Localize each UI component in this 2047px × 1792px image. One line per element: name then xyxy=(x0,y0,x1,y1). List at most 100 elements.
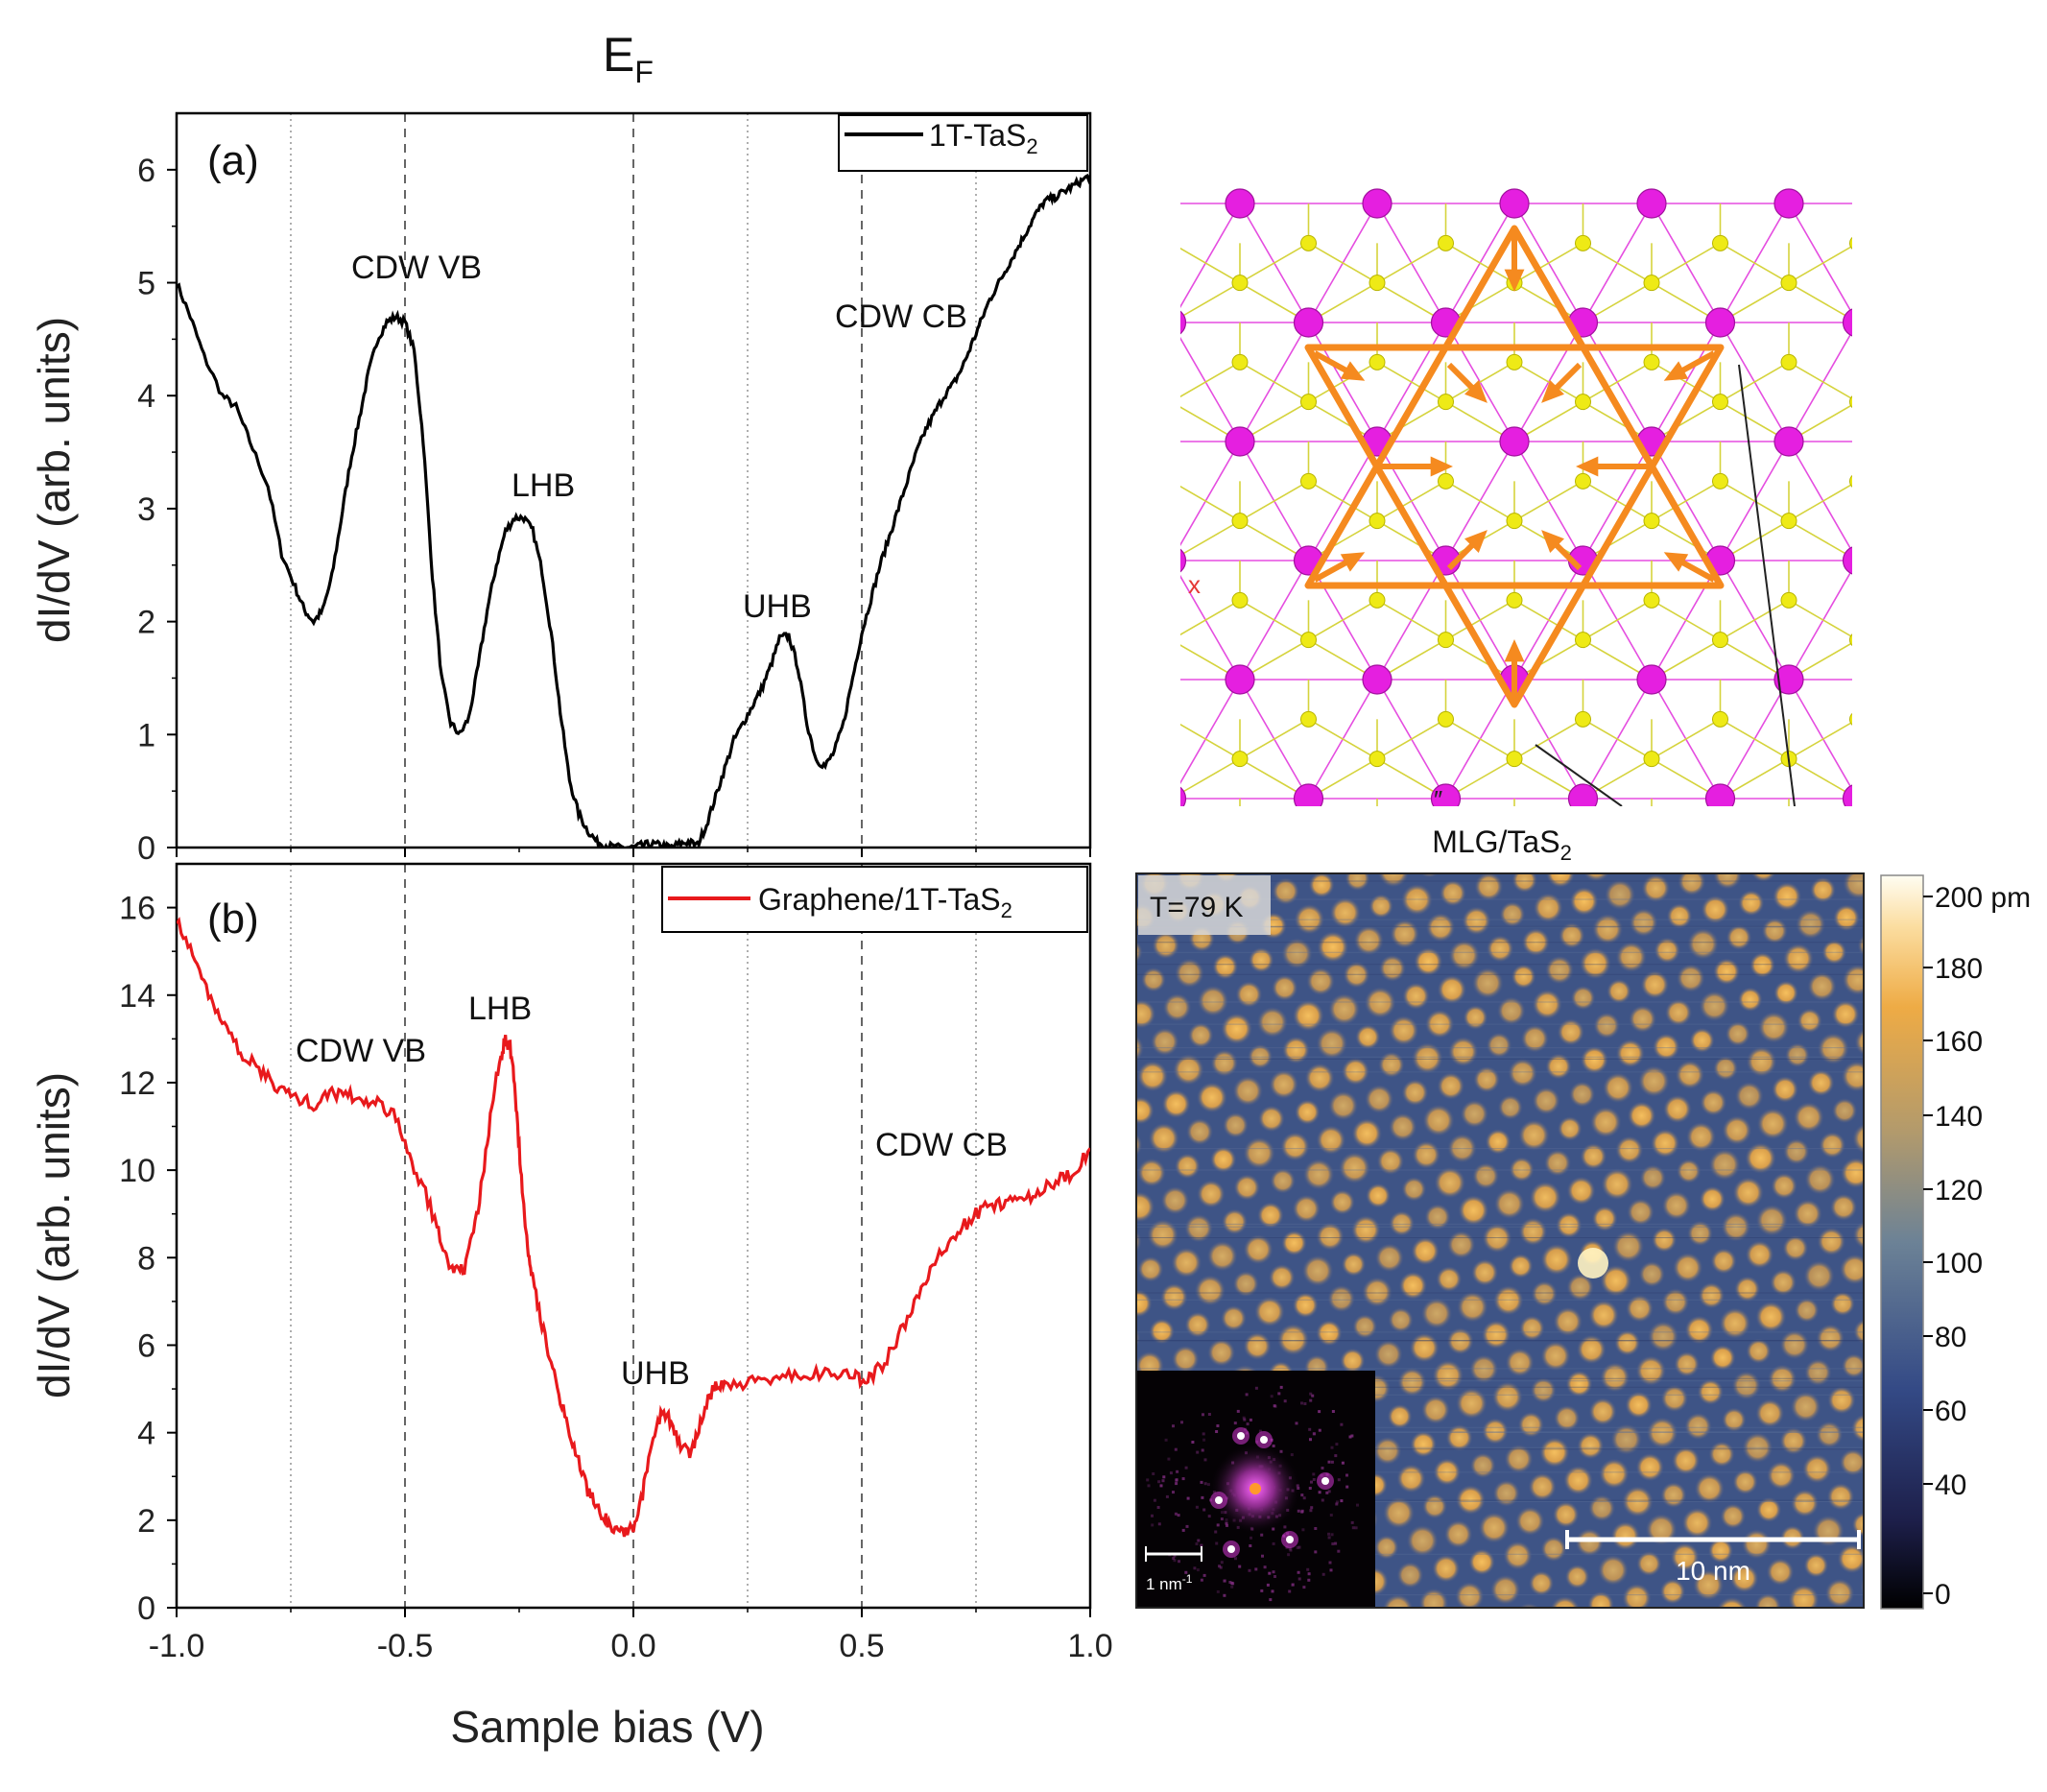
stm-cdw-spot xyxy=(1540,1340,1571,1372)
lattice-s-bond xyxy=(1445,242,1515,284)
fft-noise-pixel xyxy=(1300,1493,1304,1497)
stm-cdw-spot xyxy=(1294,1099,1321,1126)
lattice-s-atom xyxy=(1987,235,2003,251)
stm-cdw-spot xyxy=(1471,1161,1500,1190)
lattice-s-bond xyxy=(1445,599,1515,641)
fft-noise-pixel xyxy=(1273,1404,1277,1408)
stm-cdw-spot xyxy=(1268,1263,1296,1291)
stm-cdw-spot xyxy=(1149,1318,1176,1345)
stm-cdw-spot xyxy=(1396,1561,1424,1589)
lattice-pointer-line xyxy=(1738,364,1796,806)
fft-noise-pixel xyxy=(1245,1393,1249,1397)
stm-cdw-spot xyxy=(1413,946,1443,977)
stm-cdw-spot xyxy=(1588,1397,1617,1426)
fft-noise-pixel xyxy=(1288,1589,1292,1593)
stm-cdw-spot xyxy=(1782,1234,1809,1262)
star-triangle-0 xyxy=(1304,225,1725,589)
stm-cdw-spot xyxy=(1804,1163,1836,1196)
lattice-s-bond xyxy=(1240,838,1309,877)
lattice-bond xyxy=(1103,203,1172,323)
fft-noise-pixel xyxy=(1314,1550,1318,1554)
fft-noise-pixel xyxy=(1331,1410,1335,1413)
lattice-bond xyxy=(1995,442,2047,561)
fft-noise-pixel xyxy=(1250,1536,1252,1540)
fft-noise-pixel xyxy=(1314,1527,1318,1530)
stm-cdw-spot xyxy=(1716,1596,1748,1608)
lattice-bond xyxy=(1926,442,1995,561)
stm-cdw-spot xyxy=(1766,1460,1797,1491)
fft-noise-pixel xyxy=(1288,1546,1292,1550)
stm-cdw-spot xyxy=(1543,1149,1572,1177)
star-arrowhead-0 xyxy=(1504,269,1525,292)
lattice-bond xyxy=(1103,561,1172,680)
lattice-s-atom xyxy=(1506,513,1523,530)
stm-cdw-spot xyxy=(1327,992,1361,1026)
lattice-s-atom xyxy=(1987,711,2003,727)
stm-cdw-spot xyxy=(1209,1146,1237,1174)
stm-cdw-spot xyxy=(1247,1043,1273,1070)
stm-cdw-spot xyxy=(1301,1254,1334,1287)
stm-cdw-spot xyxy=(1841,1352,1864,1379)
stm-cdw-spot xyxy=(1611,1230,1645,1263)
fft-spot-2 xyxy=(1286,1536,1294,1543)
lattice-s-bond xyxy=(1788,599,1852,638)
fft-noise-pixel xyxy=(1330,1533,1334,1537)
stm-cdw-spot xyxy=(1147,1218,1179,1252)
panel-a-legend-sub: 2 xyxy=(1026,134,1037,158)
fft-noise-pixel xyxy=(1186,1496,1190,1500)
stm-cdw-spot xyxy=(1750,873,1776,883)
stm-cdw-spot xyxy=(1779,1426,1808,1456)
stm-cdw-spot xyxy=(1511,873,1538,894)
fft-noise-pixel xyxy=(1303,1402,1307,1405)
lattice-ta-atom xyxy=(1912,665,1940,694)
stm-cdw-spot xyxy=(1422,1104,1455,1137)
stm-cdw-spot xyxy=(1710,1248,1737,1275)
fft-noise-pixel xyxy=(1321,1467,1324,1469)
stm-cdw-spot xyxy=(1482,1223,1512,1254)
stm-cdw-spot xyxy=(1136,1035,1145,1063)
stm-cdw-spot xyxy=(1754,1301,1787,1333)
stm-cdw-spot xyxy=(1661,1190,1692,1221)
stm-cdw-spot xyxy=(1364,1084,1394,1114)
stm-cdw-spot xyxy=(1626,1198,1655,1227)
x-tick-label-4: 1.0 xyxy=(1067,1628,1112,1664)
stm-cdw-spot xyxy=(1700,1088,1727,1116)
fft-noise-pixel xyxy=(1215,1430,1219,1433)
lattice-s-bond xyxy=(1035,759,1104,799)
fft-noise-pixel xyxy=(1161,1479,1165,1483)
fft-noise-pixel xyxy=(1197,1539,1201,1542)
fft-noise-pixel xyxy=(1195,1505,1199,1509)
colorbar: 200 pm 180 160 140 120 100 80 60 40 0 xyxy=(1880,874,2031,1611)
stm-cdw-spot xyxy=(1627,1101,1656,1131)
stm-cdw-spot xyxy=(1769,1268,1797,1297)
lattice-pointer-line-2 xyxy=(1535,744,1623,806)
lattice-s-bond xyxy=(1720,242,1790,284)
lattice-bond xyxy=(1995,680,2047,799)
lattice-bond xyxy=(1858,680,1927,799)
stm-cdw-spot xyxy=(1365,1183,1392,1208)
colorbar-label-8: 40 xyxy=(1935,1469,1966,1501)
fft-noise-pixel xyxy=(1300,1401,1303,1405)
fft-noise-pixel xyxy=(1172,1424,1175,1428)
lattice-s-bond xyxy=(1926,402,1995,442)
fft-noise-pixel xyxy=(1196,1450,1200,1454)
stm-cdw-spot xyxy=(1401,1079,1429,1107)
stm-cdw-spot xyxy=(1136,1289,1153,1318)
fft-noise-pixel xyxy=(1152,1472,1155,1475)
lattice-s-bond xyxy=(1445,718,1515,760)
stm-cdw-spot xyxy=(1533,893,1563,923)
stm-cdw-spot xyxy=(1437,974,1467,1005)
lattice-s-bond xyxy=(1103,402,1172,442)
lattice-s-bond xyxy=(1651,242,1721,284)
stm-cdw-spot xyxy=(1136,1133,1143,1158)
fft-noise-pixel xyxy=(1185,1524,1189,1528)
stm-cdw-spot xyxy=(1424,1203,1451,1231)
lattice-s-atom xyxy=(1643,751,1660,768)
stm-cdw-spot xyxy=(1401,1176,1427,1203)
stm-cdw-spot xyxy=(1447,1036,1479,1067)
stm-cdw-spot xyxy=(1792,873,1807,876)
stm-cdw-spot xyxy=(1697,1378,1725,1406)
panel-b-curve xyxy=(177,917,1090,1538)
lattice-s-bond xyxy=(1308,242,1378,284)
fft-noise-pixel xyxy=(1310,1506,1314,1510)
